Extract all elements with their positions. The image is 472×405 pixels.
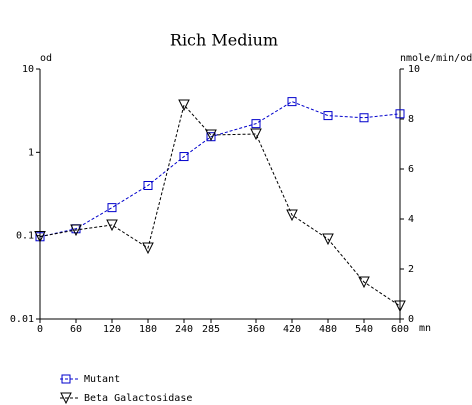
- chart-title: Rich Medium: [170, 31, 278, 50]
- x-tick-label: 60: [70, 324, 82, 335]
- y2-tick-label: 6: [408, 164, 414, 175]
- x-tick-label: 360: [247, 324, 265, 335]
- legend-label: Beta Galactosidase: [84, 393, 192, 404]
- y-tick-label: 1: [28, 147, 34, 158]
- x-tick-label: 540: [355, 324, 373, 335]
- marker: [359, 113, 369, 123]
- marker: [287, 97, 297, 107]
- marker: [251, 119, 261, 129]
- marker: [34, 231, 46, 243]
- marker: [106, 219, 118, 232]
- x-tick-label: 0: [37, 324, 43, 335]
- y2-tick-label: 4: [408, 214, 414, 225]
- x-tick-label: 480: [319, 324, 337, 335]
- marker: [358, 276, 370, 289]
- marker: [205, 129, 217, 142]
- x-tick-label: 285: [202, 324, 220, 335]
- marker: [178, 99, 190, 112]
- marker: [60, 392, 72, 405]
- y2-tick-label: 2: [408, 264, 414, 275]
- series-line: [39, 103, 401, 307]
- marker: [395, 109, 405, 119]
- marker: [179, 152, 189, 162]
- y-tick-label: 10: [22, 64, 34, 75]
- y2-tick-label: 10: [408, 64, 420, 75]
- y-axis-label: od: [40, 53, 52, 64]
- y2-axis-label: nmole/min/od: [400, 53, 472, 64]
- series-line: [39, 101, 401, 238]
- marker: [61, 374, 71, 384]
- x-tick-label: 600: [391, 324, 409, 335]
- x-tick-label: 120: [103, 324, 121, 335]
- y2-tick-label: 0: [408, 314, 414, 325]
- marker: [70, 224, 82, 237]
- x-tick-label: 240: [175, 324, 193, 335]
- marker: [394, 300, 406, 313]
- marker: [142, 242, 154, 255]
- y2-tick-label: 8: [408, 114, 414, 125]
- x-tick-label: 420: [283, 324, 301, 335]
- legend-label: Mutant: [84, 374, 120, 385]
- x-tick-label: 180: [139, 324, 157, 335]
- marker: [143, 180, 153, 190]
- y-tick-label: 0.1: [16, 231, 34, 242]
- marker: [286, 209, 298, 222]
- marker: [107, 203, 117, 213]
- y-tick-label: 0.01: [10, 314, 34, 325]
- marker: [322, 233, 334, 246]
- x-axis-label: mn: [419, 323, 431, 334]
- marker: [323, 111, 333, 121]
- marker: [250, 128, 262, 141]
